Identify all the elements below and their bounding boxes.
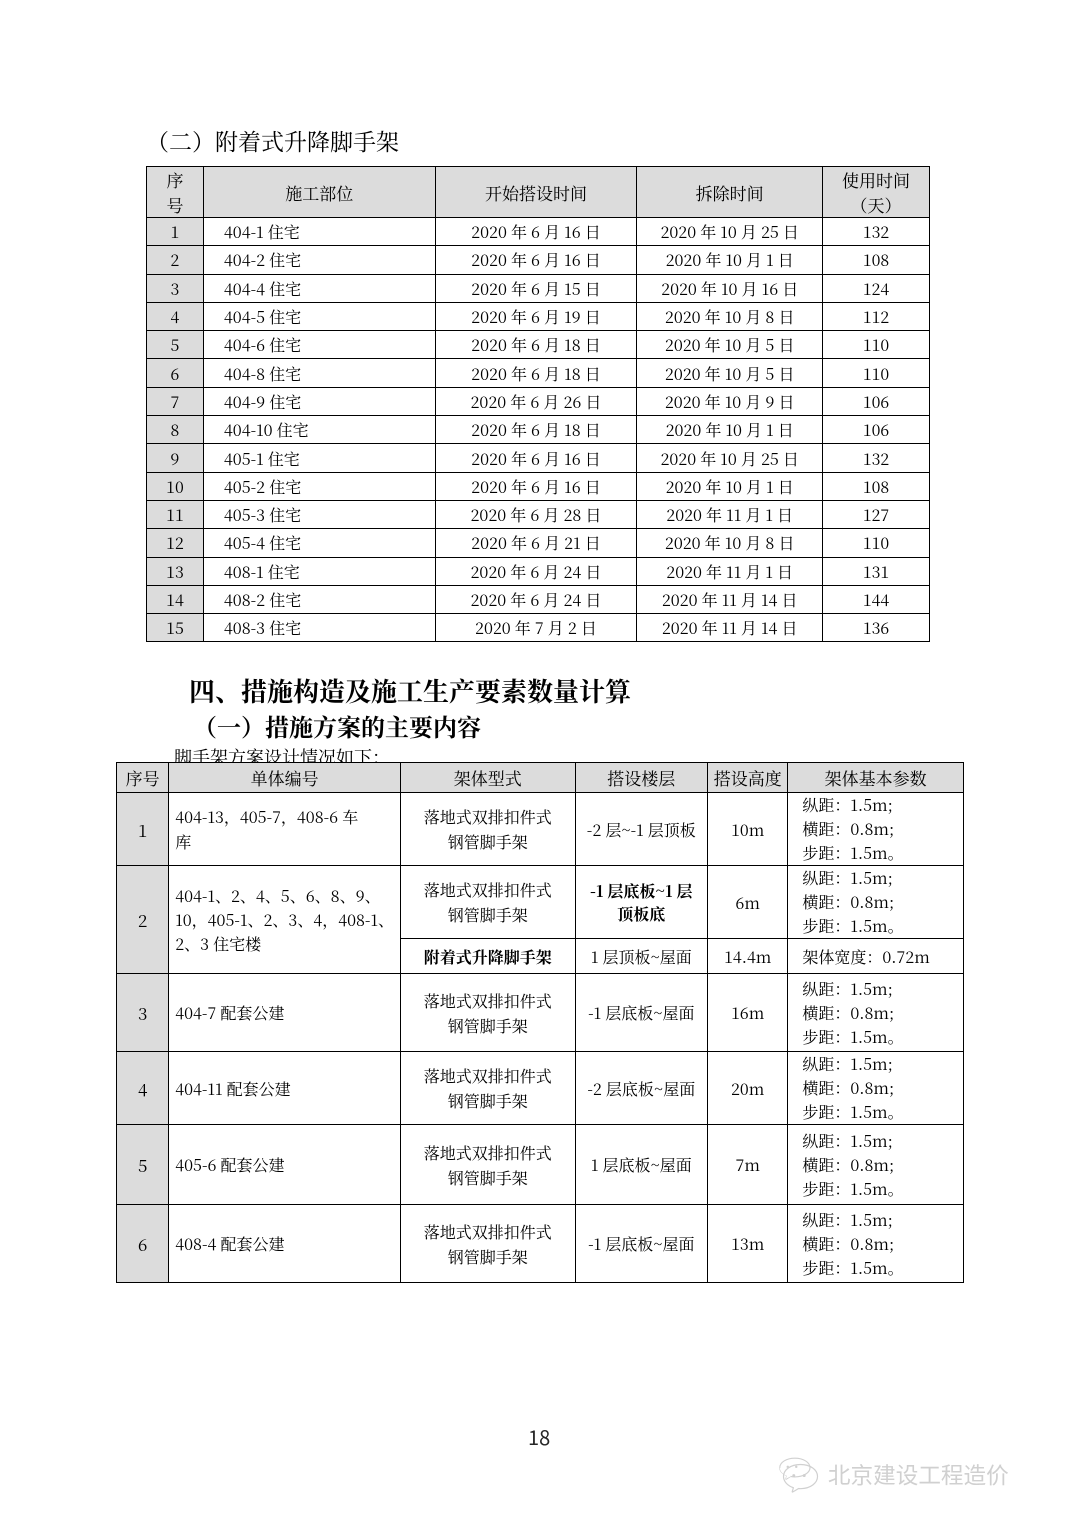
- svg-text:北京建设工程造价: 北京建设工程造价: [828, 1457, 1009, 1490]
